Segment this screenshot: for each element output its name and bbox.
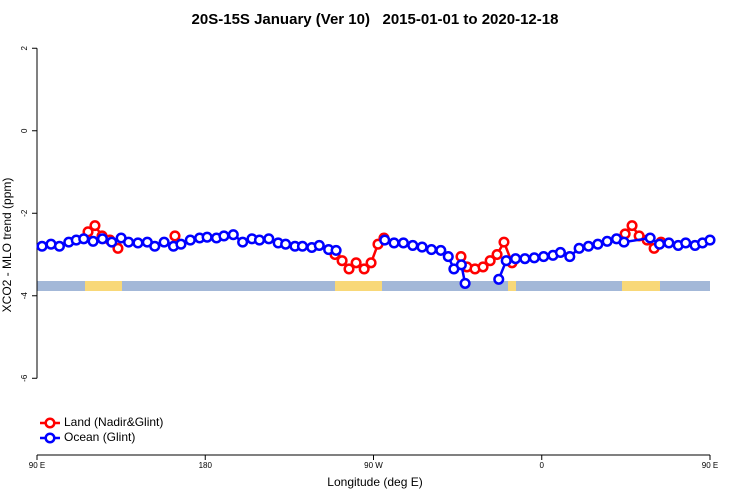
point: [350, 257, 362, 269]
point: [184, 234, 196, 246]
point: [149, 240, 161, 252]
point: [484, 255, 496, 267]
point: [680, 237, 692, 249]
y-axis-label: XCO2 - MLO trend (ppm): [0, 178, 14, 313]
land-ocean-band: [37, 281, 710, 291]
point: [87, 235, 99, 247]
point: [379, 234, 391, 246]
point: [491, 248, 503, 261]
point: [388, 237, 400, 249]
point: [455, 259, 467, 271]
chart-title: 20S-15S January (Ver 10) 2015-01-01 to 2…: [192, 11, 559, 28]
point: [573, 242, 585, 254]
point: [313, 239, 325, 251]
point: [500, 255, 512, 267]
point: [653, 238, 666, 250]
point: [459, 277, 471, 289]
point: [554, 246, 566, 259]
point: [89, 220, 101, 232]
point: [416, 241, 428, 253]
point: [227, 229, 239, 241]
point: [123, 236, 135, 248]
point: [36, 240, 48, 252]
point: [280, 238, 292, 250]
y-tick-label: 2: [20, 45, 29, 50]
x-tick-label: 90 E: [702, 461, 718, 470]
point: [53, 240, 65, 252]
point: [425, 244, 438, 256]
point: [493, 273, 505, 285]
point: [582, 240, 595, 252]
point: [296, 240, 309, 252]
point: [358, 263, 370, 275]
y-tick-label: 0: [20, 128, 29, 133]
point: [106, 236, 118, 248]
point: [158, 236, 170, 248]
point: [528, 252, 540, 264]
point: [132, 237, 144, 249]
point: [626, 220, 638, 232]
point: [330, 244, 342, 256]
point: [365, 257, 377, 269]
point: [704, 234, 716, 246]
y-tick-label: -4: [20, 292, 29, 300]
legend-label: Ocean (Glint): [64, 430, 135, 444]
land-patch: [335, 281, 382, 291]
point: [663, 237, 675, 249]
point: [442, 251, 454, 263]
point: [601, 235, 613, 247]
point: [96, 233, 108, 245]
point: [407, 239, 419, 251]
point: [237, 236, 249, 248]
x-tick-label: 90 W: [364, 461, 383, 470]
legend-marker: [44, 432, 56, 444]
x-tick-label: 180: [199, 461, 213, 470]
point: [618, 236, 630, 248]
point: [218, 230, 230, 242]
y-tick-label: -2: [20, 209, 29, 217]
point: [201, 231, 213, 243]
point: [253, 234, 266, 246]
land-patch: [622, 281, 660, 291]
point: [336, 255, 348, 267]
point: [564, 251, 576, 263]
point: [78, 233, 90, 245]
point: [343, 263, 355, 275]
land-patch: [508, 281, 516, 291]
x-tick-label: 90 E: [29, 461, 45, 470]
legend-marker: [44, 417, 56, 429]
x-tick-label: 0: [540, 461, 545, 470]
y-tick-label: -6: [20, 374, 29, 382]
point: [169, 230, 181, 242]
point: [644, 232, 656, 244]
land-patch: [85, 281, 122, 291]
point: [510, 253, 522, 265]
point: [263, 233, 275, 245]
point: [498, 236, 510, 248]
point: [397, 237, 409, 249]
point: [435, 244, 447, 256]
point: [519, 253, 531, 265]
point: [592, 238, 604, 250]
point: [175, 238, 187, 250]
legend-label: Land (Nadir&Glint): [64, 415, 163, 429]
point: [477, 261, 489, 273]
point: [112, 242, 124, 254]
x-axis-label: Longitude (deg E): [327, 475, 422, 489]
point: [538, 251, 550, 263]
